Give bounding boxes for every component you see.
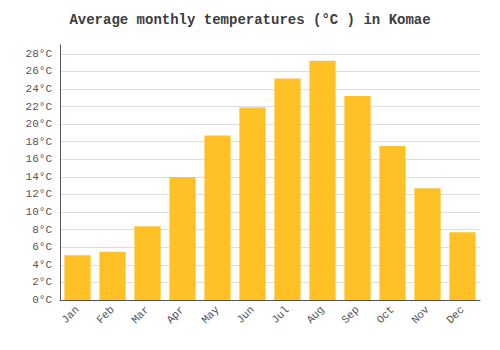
- svg-text:14°C: 14°C: [26, 171, 53, 183]
- svg-text:Aug: Aug: [304, 304, 326, 326]
- svg-text:26°C: 26°C: [26, 65, 53, 77]
- svg-text:Jun: Jun: [234, 304, 256, 326]
- svg-text:10°C: 10°C: [26, 206, 53, 218]
- svg-text:16°C: 16°C: [26, 153, 53, 165]
- svg-text:Apr: Apr: [164, 304, 186, 326]
- svg-text:Nov: Nov: [409, 303, 432, 326]
- svg-text:Sep: Sep: [339, 304, 361, 326]
- svg-text:Jan: Jan: [59, 304, 81, 326]
- svg-text:Dec: Dec: [444, 304, 466, 326]
- svg-text:0°C: 0°C: [32, 294, 52, 306]
- svg-text:4°C: 4°C: [32, 259, 52, 271]
- svg-text:Jul: Jul: [269, 304, 291, 326]
- svg-text:Mar: Mar: [129, 304, 151, 326]
- svg-text:Oct: Oct: [374, 304, 396, 326]
- svg-text:28°C: 28°C: [26, 48, 53, 60]
- svg-text:24°C: 24°C: [26, 83, 53, 95]
- svg-text:6°C: 6°C: [32, 241, 52, 253]
- svg-text:Average monthly temperatures (: Average monthly temperatures (°C ) in Ko…: [69, 12, 430, 28]
- svg-text:2°C: 2°C: [32, 276, 52, 288]
- svg-text:12°C: 12°C: [26, 188, 53, 200]
- svg-text:8°C: 8°C: [32, 224, 52, 236]
- svg-text:18°C: 18°C: [26, 136, 53, 148]
- svg-text:20°C: 20°C: [26, 118, 53, 130]
- svg-text:Feb: Feb: [94, 304, 116, 326]
- svg-text:22°C: 22°C: [26, 101, 53, 113]
- svg-text:May: May: [199, 303, 222, 326]
